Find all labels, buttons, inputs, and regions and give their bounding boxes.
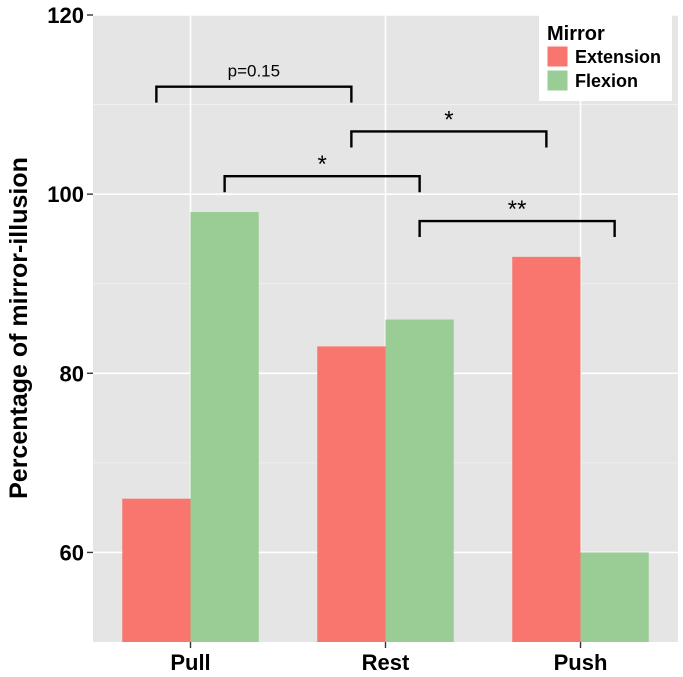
legend-swatch-flexion xyxy=(546,69,569,92)
bar-pull-flexion xyxy=(190,212,259,643)
significance-bracket xyxy=(350,130,548,148)
legend-label-flexion: Flexion xyxy=(575,71,638,91)
legend-swatch-extension xyxy=(546,45,569,68)
significance-bracket xyxy=(155,85,353,103)
significance-label: * xyxy=(317,151,326,178)
bar-rest-extension xyxy=(317,346,386,642)
y-tick-label: 120 xyxy=(47,3,84,28)
bar-pull-extension xyxy=(122,498,191,642)
significance-label: p=0.15 xyxy=(228,62,280,81)
x-tick-label: Rest xyxy=(362,650,410,675)
y-axis: 60 80 100 120 xyxy=(47,3,93,565)
significance-label: * xyxy=(444,106,453,133)
legend: Mirror Extension Flexion xyxy=(539,15,672,101)
y-axis-label: Percentage of mirror-illusion xyxy=(5,157,33,499)
bar-push-flexion xyxy=(580,552,649,642)
significance-bracket xyxy=(223,175,421,193)
bars xyxy=(122,212,649,643)
x-tick-label: Push xyxy=(554,650,608,675)
legend-title: Mirror xyxy=(547,23,605,45)
y-tick-label: 80 xyxy=(60,361,84,386)
significance-annotations: p=0.15**** xyxy=(155,62,616,238)
x-axis: Pull Rest Push xyxy=(170,642,607,675)
bar-push-extension xyxy=(512,256,581,642)
legend-label-extension: Extension xyxy=(575,47,661,67)
significance-bracket xyxy=(418,219,616,238)
x-tick-label: Pull xyxy=(170,650,210,675)
bar-rest-flexion xyxy=(385,319,454,642)
significance-label: ** xyxy=(508,196,527,223)
y-tick-label: 100 xyxy=(47,182,84,207)
y-tick-label: 60 xyxy=(60,540,84,565)
